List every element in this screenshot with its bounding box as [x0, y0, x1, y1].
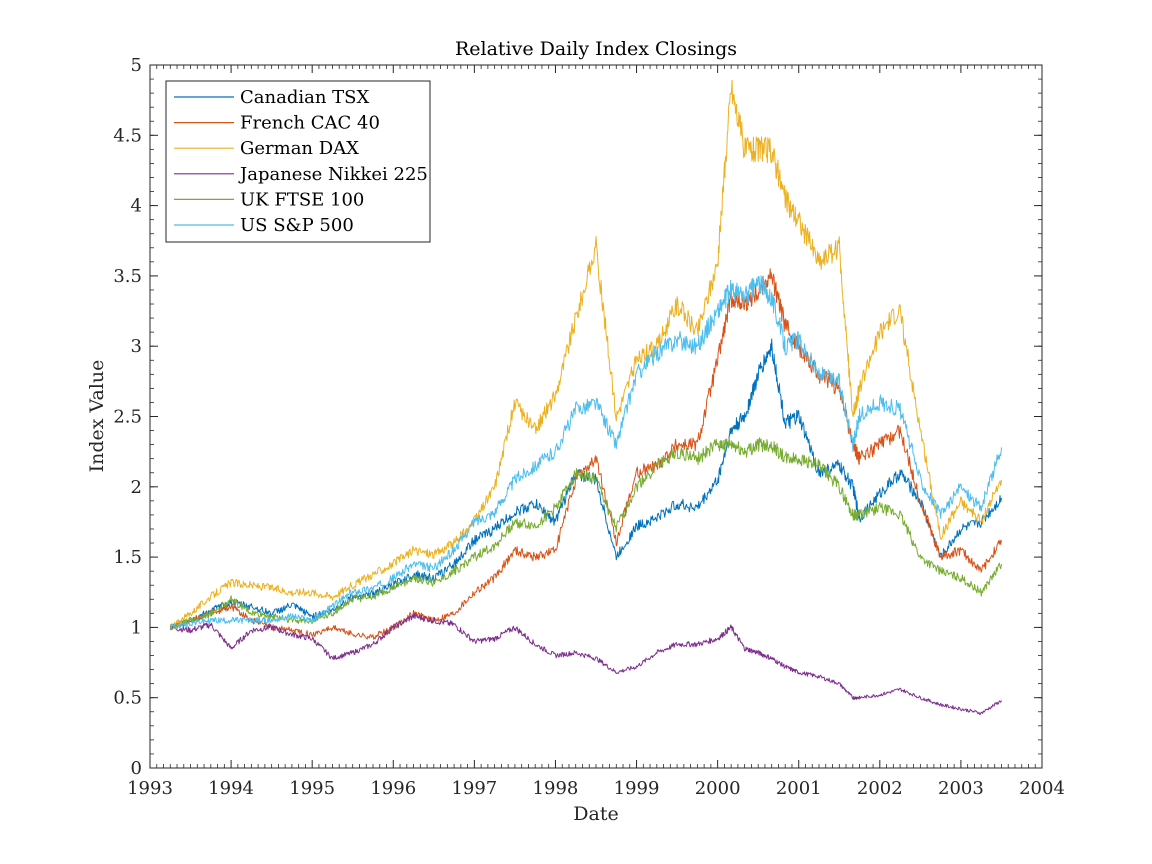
- series-line-2: [169, 79, 1002, 628]
- x-tick-label: 1994: [208, 778, 254, 799]
- x-tick-label: 2003: [938, 778, 984, 799]
- y-tick-label: 2.5: [113, 407, 142, 428]
- x-tick-label: 1993: [127, 778, 173, 799]
- legend-label: German DAX: [240, 138, 359, 159]
- tick-layer: 1993 1994 1995 1996 1997 1998 1999 2000 2001 2002…: [113, 55, 1065, 799]
- y-tick-label: 3: [131, 336, 142, 357]
- legend-label: Canadian TSX: [240, 87, 369, 108]
- legend-items: Canadian TSX French CAC 40 German DAX Japan…: [174, 87, 428, 236]
- y-tick-label: 2: [131, 477, 142, 498]
- x-tick-label: 1996: [370, 778, 416, 799]
- x-tick-label: 1998: [533, 778, 579, 799]
- y-tick-label: 4: [131, 196, 142, 217]
- chart-title: Relative Daily Index Closings: [455, 38, 737, 60]
- legend-label: French CAC 40: [240, 113, 380, 134]
- x-tick-label: 1995: [289, 778, 335, 799]
- x-axis-title: Date: [573, 803, 618, 825]
- y-tick-label: 1.5: [113, 547, 142, 568]
- x-tick-label: 2001: [776, 778, 822, 799]
- y-tick-label: 1: [131, 617, 142, 638]
- y-axis-title: Index Value: [86, 360, 108, 473]
- y-tick-label: 4.5: [113, 125, 142, 146]
- y-tick-label: 0: [131, 758, 142, 779]
- series-line-3: [169, 613, 1002, 715]
- legend-label: Japanese Nikkei 225: [238, 164, 428, 185]
- legend-label: US S&P 500: [240, 215, 354, 236]
- legend-box: [165, 80, 431, 243]
- x-tick-label: 1997: [451, 778, 497, 799]
- series-layer: [169, 79, 1002, 715]
- y-tick-label: 3.5: [113, 266, 142, 287]
- y-tick-label: 5: [131, 55, 142, 76]
- x-tick-label: 1999: [614, 778, 660, 799]
- x-tick-label: 2004: [1019, 778, 1065, 799]
- legend: Canadian TSX French CAC 40 German DAX Japan…: [165, 80, 431, 243]
- y-tick-label: 0.5: [113, 688, 142, 709]
- x-tick-label: 2002: [857, 778, 903, 799]
- x-tick-label: 2000: [695, 778, 741, 799]
- series-line-1: [169, 268, 1002, 640]
- series-line-5: [169, 275, 1002, 631]
- legend-label: UK FTSE 100: [240, 189, 364, 210]
